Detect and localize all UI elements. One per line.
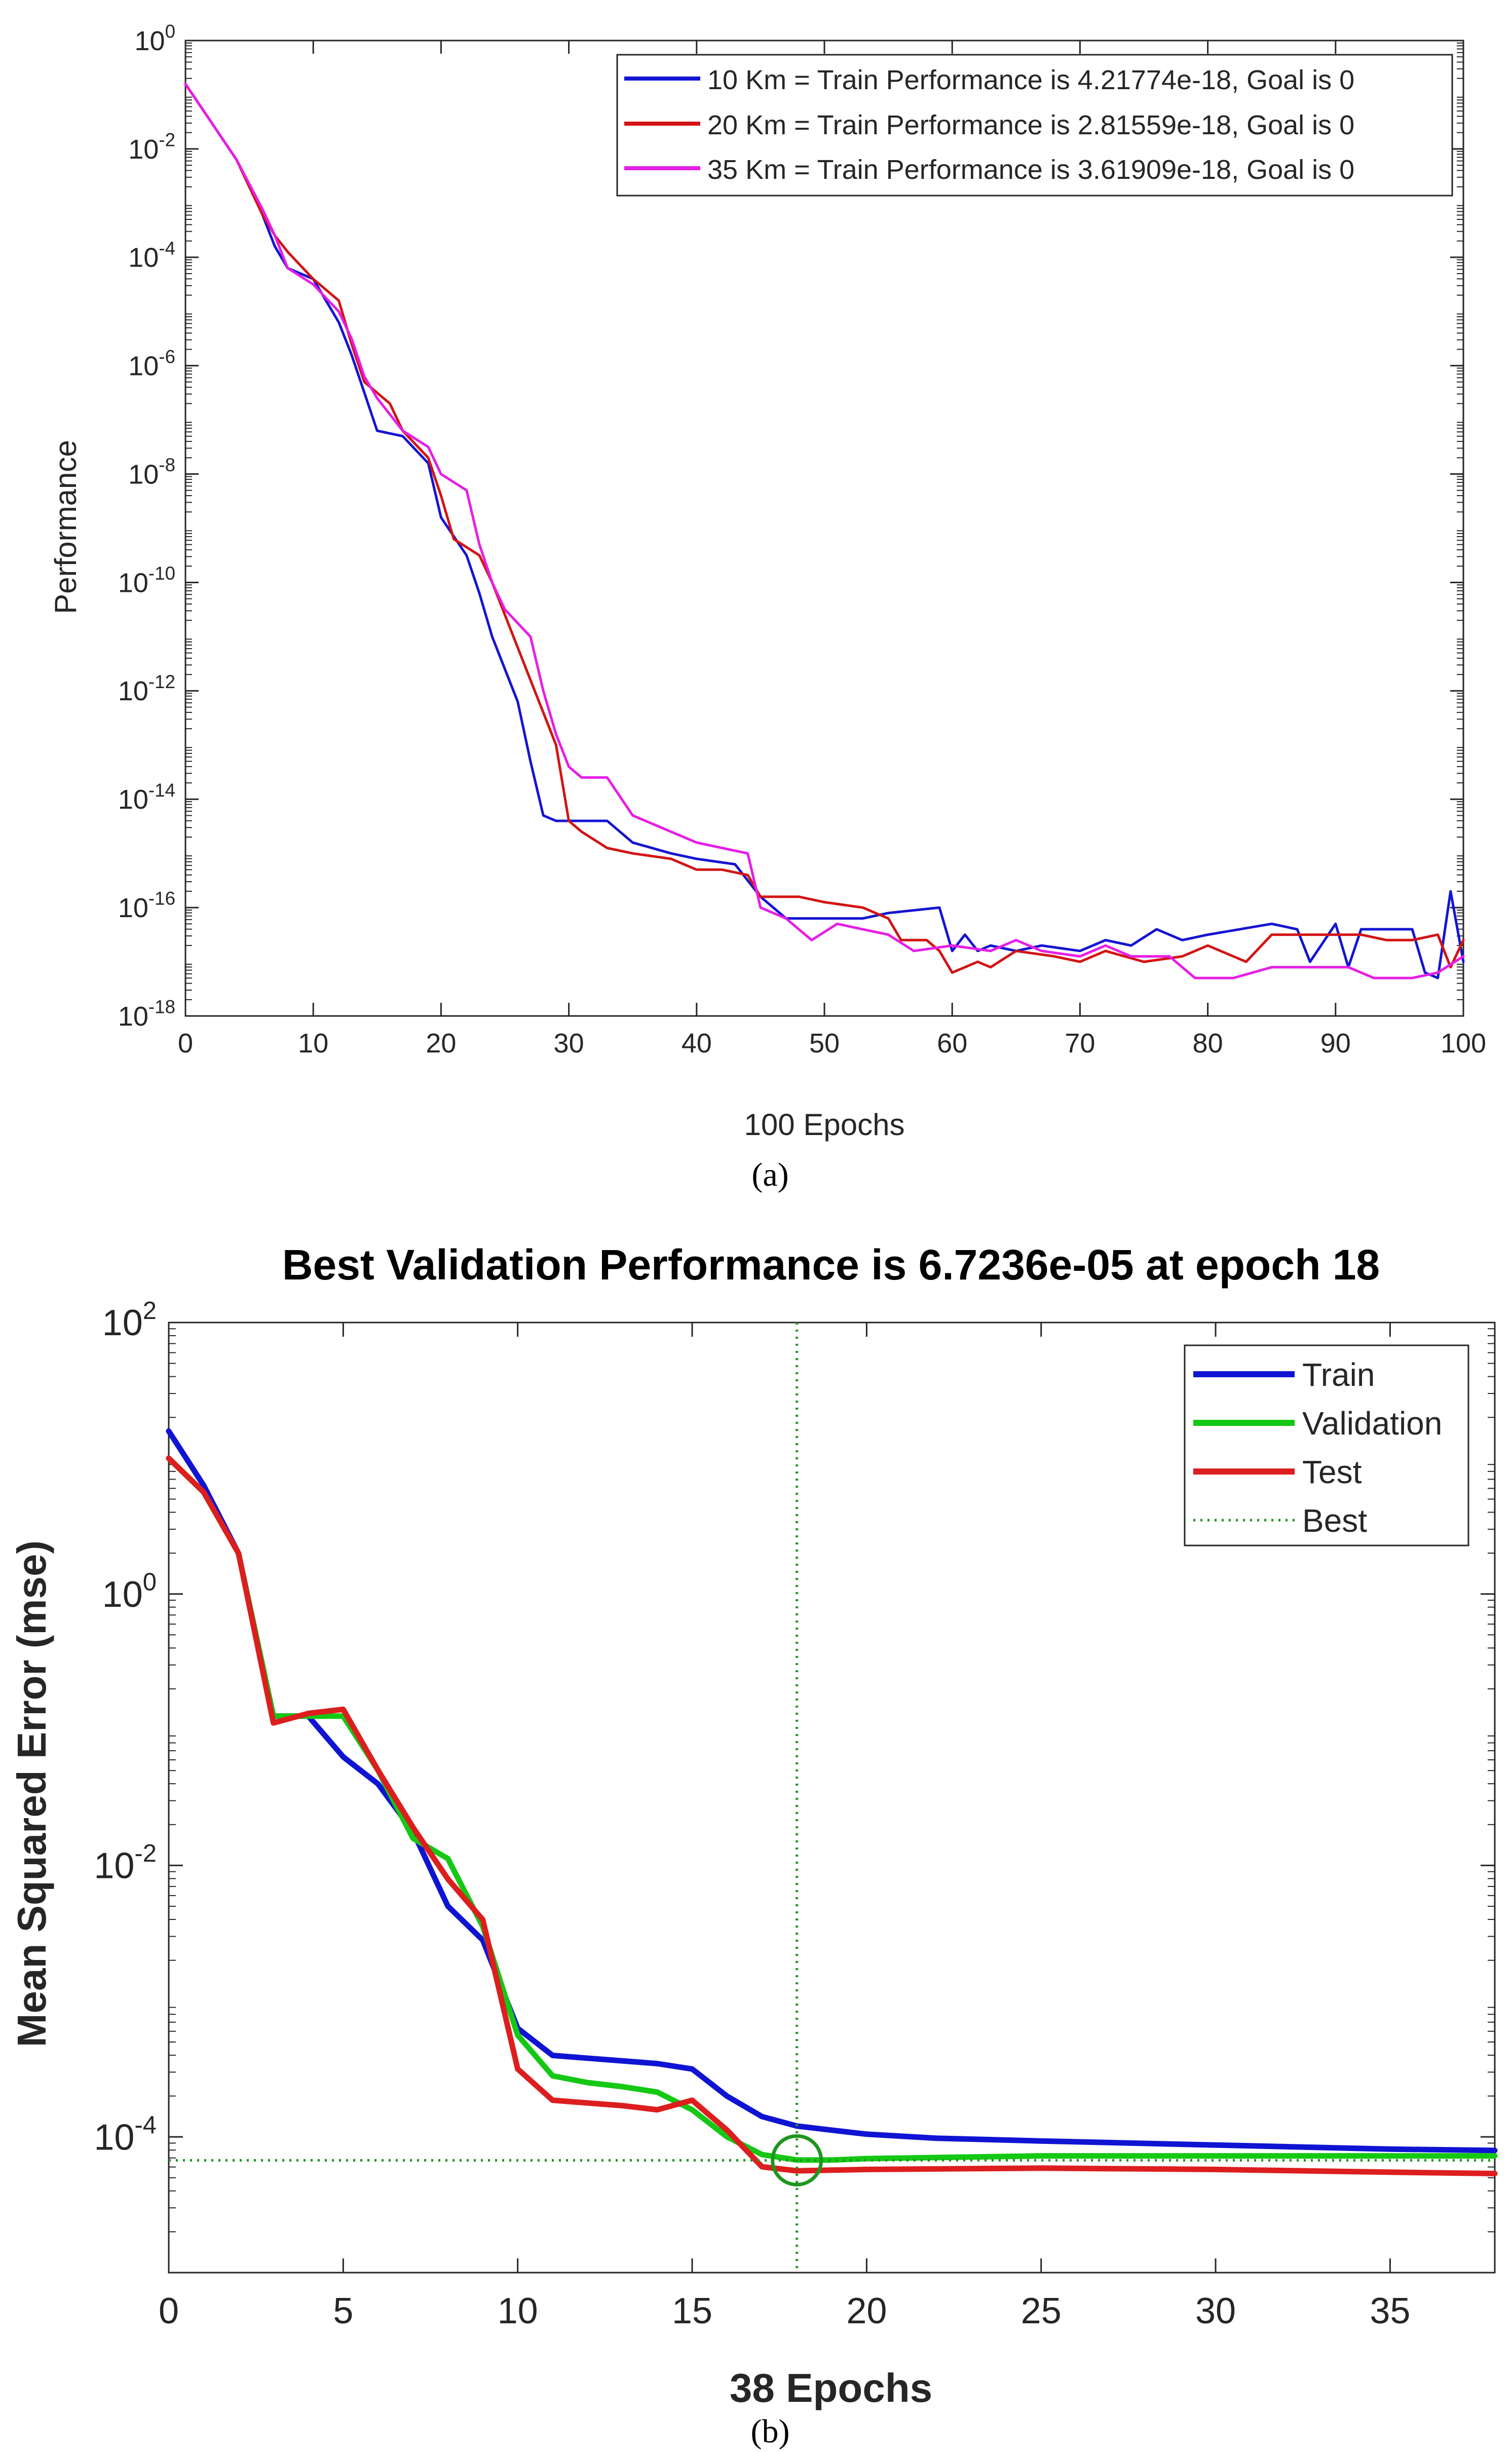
legend-a-label-3: 35 Km = Train Performance is 3.61909e-18… bbox=[707, 155, 1354, 185]
chart-1-xtick-label: 20 bbox=[846, 2291, 887, 2331]
chart-1-series-train bbox=[166, 1428, 1498, 2154]
legend-b-label-best: Best bbox=[1302, 1502, 1367, 1539]
chart-1-xtick-label: 25 bbox=[1021, 2291, 1062, 2331]
chart-0-series-35 bbox=[184, 83, 1465, 979]
chart-1-xtick-label: 15 bbox=[672, 2291, 712, 2331]
legend-a-label-1: 10 Km = Train Performance is 4.21774e-18… bbox=[707, 65, 1354, 95]
chart-1-series-test bbox=[166, 1455, 1498, 2176]
chart-a-legend: 10 Km = Train Performance is 4.21774e-18… bbox=[616, 54, 1453, 197]
chart-a-series bbox=[184, 83, 1465, 979]
chart-0-xtick-label: 10 bbox=[298, 1028, 328, 1059]
legend-b-label-test: Test bbox=[1302, 1454, 1362, 1490]
chart-0-xtick-label: 70 bbox=[1065, 1028, 1095, 1059]
chart-0-xtick-label: 20 bbox=[426, 1028, 456, 1059]
legend-a-label-2: 20 Km = Train Performance is 2.81559e-18… bbox=[707, 110, 1354, 140]
chart-1-xtick-label: 5 bbox=[333, 2291, 353, 2331]
chart-1-xtick-label: 35 bbox=[1370, 2291, 1410, 2331]
chart-0-xtick-label: 60 bbox=[937, 1028, 967, 1059]
chart-0-xtick-label: 100 bbox=[1441, 1028, 1486, 1059]
chart-b: Best Validation Performance is 6.7236e-0… bbox=[9, 1241, 1498, 2450]
chart-1-xtick-label: 10 bbox=[498, 2291, 538, 2331]
chart-b-panel-label: (b) bbox=[751, 2413, 790, 2450]
chart-b-ylabel: Mean Squared Error (mse) bbox=[9, 1540, 54, 2047]
legend-b-label-train: Train bbox=[1302, 1356, 1375, 1393]
chart-0-xtick-label: 90 bbox=[1320, 1028, 1351, 1059]
chart-0-xtick-label: 50 bbox=[809, 1028, 840, 1059]
chart-0-xtick-label: 30 bbox=[554, 1028, 584, 1059]
chart-0-xtick-label: 0 bbox=[178, 1028, 193, 1059]
chart-b-title: Best Validation Performance is 6.7236e-0… bbox=[282, 1241, 1380, 1289]
chart-0-xtick-label: 80 bbox=[1193, 1028, 1223, 1059]
chart-1-xtick-label: 30 bbox=[1195, 2291, 1236, 2331]
chart-0-xtick-label: 40 bbox=[682, 1028, 712, 1059]
chart-b-legend: Train Validation Test Best bbox=[1184, 1344, 1469, 1546]
chart-0-ytick-label: 100 bbox=[135, 21, 176, 56]
chart-a-axes bbox=[184, 40, 1464, 1017]
chart-a-panel-label: (a) bbox=[751, 1156, 788, 1193]
chart-b-series bbox=[166, 1323, 1498, 2273]
chart-0-series-20 bbox=[184, 83, 1465, 974]
chart-1-xtick-label: 0 bbox=[159, 2291, 179, 2331]
chart-b-xlabel: 38 Epochs bbox=[730, 2365, 932, 2410]
chart-1-best-circle-marker bbox=[771, 2134, 823, 2186]
chart-a-xlabel: 100 Epochs bbox=[744, 1108, 905, 1142]
chart-a-ylabel: Performance bbox=[49, 440, 83, 614]
chart-0-ytick-label: 10-14 bbox=[118, 780, 175, 815]
legend-b-label-validation: Validation bbox=[1302, 1405, 1442, 1442]
